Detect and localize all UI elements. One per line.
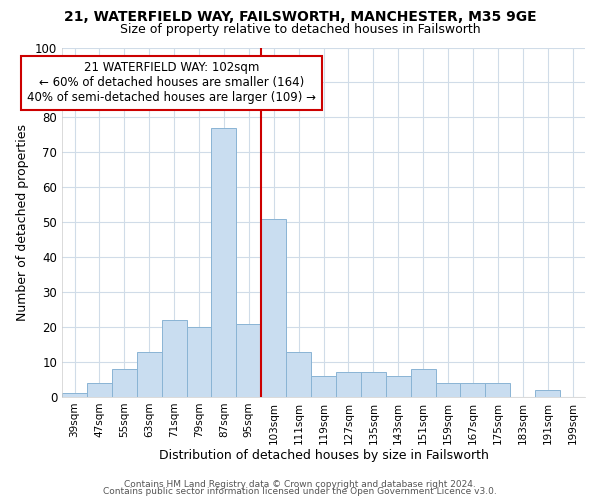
- Bar: [137, 352, 161, 397]
- Bar: [386, 376, 410, 397]
- Bar: [436, 383, 460, 397]
- Bar: [535, 390, 560, 397]
- Bar: [261, 218, 286, 397]
- Bar: [286, 352, 311, 397]
- Bar: [485, 383, 510, 397]
- Bar: [62, 394, 87, 397]
- Bar: [336, 372, 361, 397]
- Text: Contains HM Land Registry data © Crown copyright and database right 2024.: Contains HM Land Registry data © Crown c…: [124, 480, 476, 489]
- Text: Size of property relative to detached houses in Failsworth: Size of property relative to detached ho…: [119, 22, 481, 36]
- Bar: [410, 369, 436, 397]
- Bar: [311, 376, 336, 397]
- Bar: [211, 128, 236, 397]
- X-axis label: Distribution of detached houses by size in Failsworth: Distribution of detached houses by size …: [158, 450, 488, 462]
- Bar: [87, 383, 112, 397]
- Bar: [460, 383, 485, 397]
- Bar: [187, 327, 211, 397]
- Bar: [161, 320, 187, 397]
- Bar: [112, 369, 137, 397]
- Text: 21 WATERFIELD WAY: 102sqm
← 60% of detached houses are smaller (164)
40% of semi: 21 WATERFIELD WAY: 102sqm ← 60% of detac…: [27, 62, 316, 104]
- Bar: [236, 324, 261, 397]
- Text: 21, WATERFIELD WAY, FAILSWORTH, MANCHESTER, M35 9GE: 21, WATERFIELD WAY, FAILSWORTH, MANCHEST…: [64, 10, 536, 24]
- Y-axis label: Number of detached properties: Number of detached properties: [16, 124, 29, 320]
- Text: Contains public sector information licensed under the Open Government Licence v3: Contains public sector information licen…: [103, 487, 497, 496]
- Bar: [361, 372, 386, 397]
